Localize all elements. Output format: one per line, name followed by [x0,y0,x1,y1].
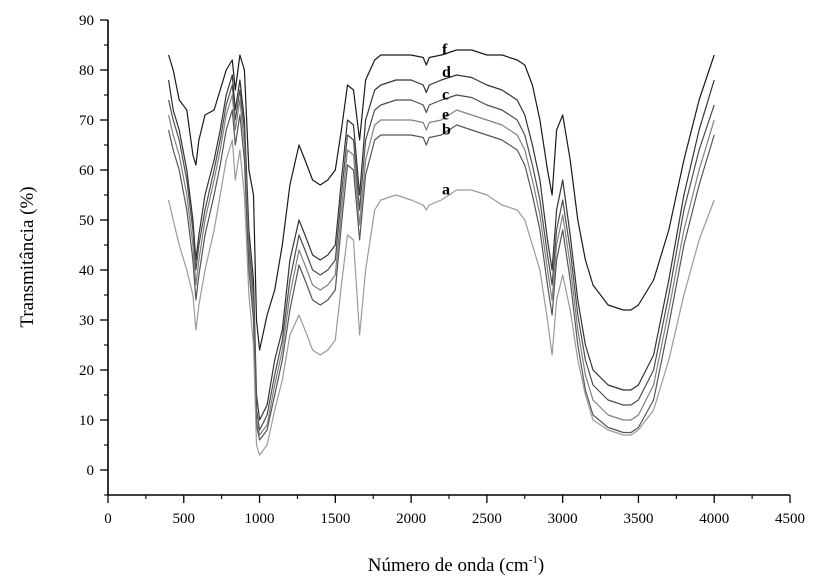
y-tick-label: 80 [79,63,94,79]
x-tick-label: 3000 [548,511,578,527]
y-tick-label: 40 [79,263,94,279]
x-tick-label: 4000 [699,511,729,527]
series-d-line [168,74,715,421]
y-tick-label: 90 [79,13,94,29]
x-axis-title: Número de onda (cm-1) [368,554,544,576]
y-axis-title: Transmitância (%) [17,186,38,327]
y-tick-label: 50 [79,213,94,229]
y-tick-label: 70 [79,113,94,129]
series-b-label: b [442,122,451,139]
y-tick-label: 30 [79,313,94,329]
series-d-label: d [442,64,451,81]
x-tick-label: 3500 [623,511,653,527]
series-b-line [168,109,715,441]
y-tick-label: 60 [79,163,94,179]
x-axis-title-end: ) [538,555,544,576]
series-c-label: c [442,87,449,104]
series-f-line [168,49,715,351]
x-tick-label: 2500 [472,511,502,527]
series-f-label: f [442,42,448,59]
y-tick-label: 0 [87,463,95,479]
y-tick-label: 20 [79,363,94,379]
series-e-label: e [442,107,449,124]
x-tick-label: 1500 [320,511,350,527]
x-axis-title-superscript: -1 [529,554,538,566]
x-tick-label: 1000 [245,511,275,527]
y-tick-label: 10 [79,413,94,429]
series-e-line [168,94,715,436]
x-tick-label: 500 [173,511,196,527]
series-a-line [168,139,715,456]
x-tick-label: 4500 [775,511,805,527]
axes-layer: 0 500 1000 1500 2000 2500 3000 3500 4000 4500 0 10 2… [79,13,805,527]
series-a-label: a [442,182,450,199]
x-axis-title-main: Número de onda (cm [368,555,529,576]
series-layer [168,49,715,456]
x-tick-label: 0 [104,511,112,527]
x-tick-label: 2000 [396,511,426,527]
series-c-line [168,84,715,431]
